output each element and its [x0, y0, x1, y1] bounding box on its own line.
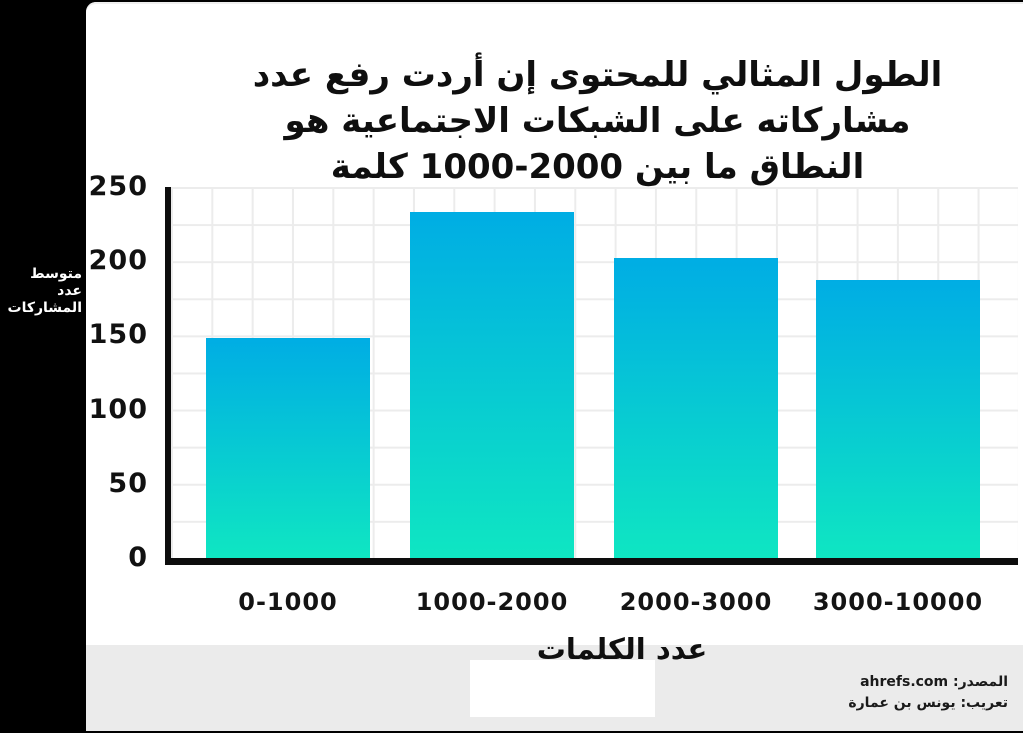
x-label-1000-2000: 1000-2000: [415, 588, 569, 616]
x-label-2000-3000: 2000-3000: [619, 588, 773, 616]
y-axis-title: متوسط عدد المشاركات: [0, 266, 82, 317]
chart-title-line-3: النطاق ما بين 2000-1000 كلمة: [330, 147, 865, 187]
y-axis-title-line-2: عدد: [57, 283, 82, 299]
bar-0-1000: [206, 338, 370, 558]
y-axis-title-line-3: المشاركات: [7, 300, 82, 316]
translation-credit: تعريب: يونس بن عمارة: [848, 695, 1008, 711]
y-tick-250: 250: [88, 171, 148, 202]
chart-title: الطول المثالي للمحتوى إن أردت رفع عدد مش…: [180, 52, 1015, 190]
source-credit: المصدر: ahrefs.com: [860, 674, 1008, 690]
y-tick-200: 200: [88, 245, 148, 276]
bar-3000-10000: [816, 280, 980, 558]
bar-2000-3000: [614, 258, 778, 558]
y-tick-150: 150: [88, 319, 148, 350]
x-label-3000-10000: 3000-10000: [812, 588, 984, 616]
y-tick-100: 100: [88, 394, 148, 425]
chart-title-line-1: الطول المثالي للمحتوى إن أردت رفع عدد: [252, 55, 943, 95]
y-tick-0: 0: [128, 542, 148, 573]
bar-1000-2000: [410, 212, 574, 558]
y-axis-title-line-1: متوسط: [30, 266, 82, 282]
y-tick-50: 50: [108, 468, 148, 499]
credits: المصدر: ahrefs.com تعريب: يونس بن عمارة: [808, 672, 1008, 714]
chart-title-line-2: مشاركاته على الشبكات الاجتماعية هو: [284, 101, 911, 141]
x-label-0-1000: 0-1000: [238, 588, 338, 616]
footer-logo-placeholder: [470, 660, 655, 717]
bar-chart-plot-area: [165, 187, 1018, 565]
